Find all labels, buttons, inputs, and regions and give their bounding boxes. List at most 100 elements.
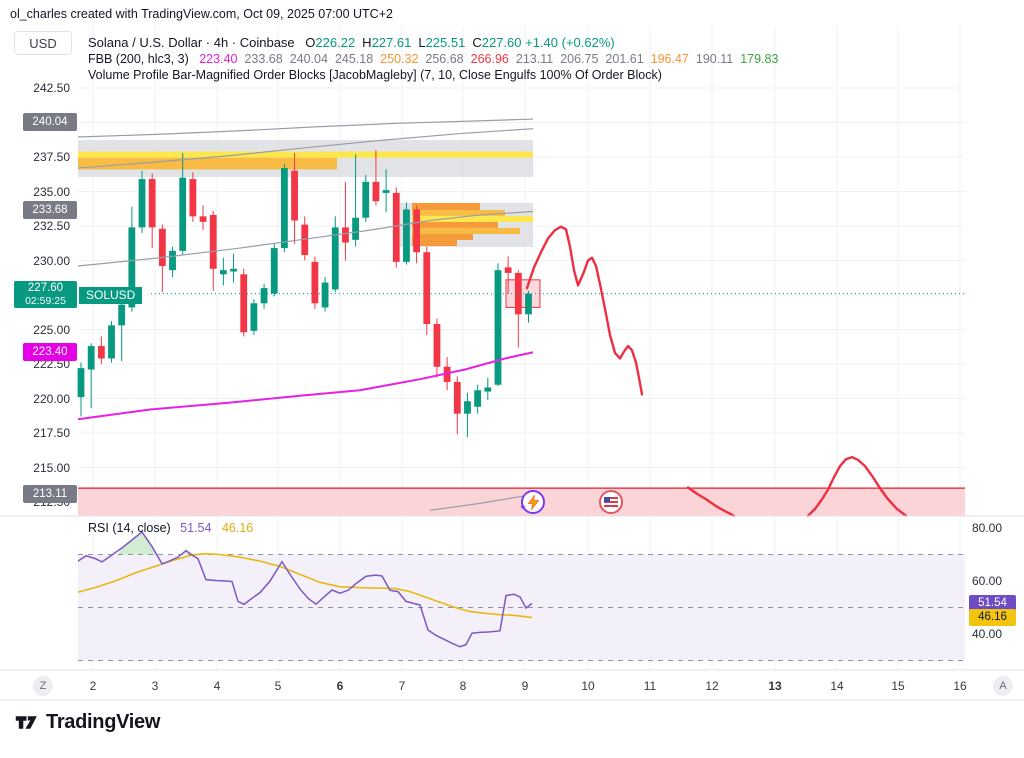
candle-body bbox=[433, 323, 441, 367]
fbb-value: 245.18 bbox=[334, 52, 374, 66]
time-tick-5: 5 bbox=[274, 679, 282, 693]
rsi-value-badge-46.16: 46.16 bbox=[969, 609, 1016, 627]
price-level-badge-240.04: 240.04 bbox=[23, 112, 77, 131]
volume-profile-bar bbox=[412, 239, 457, 247]
rsi-tick-40.00: 40.00 bbox=[972, 627, 1003, 641]
fbb-value: 250.32 bbox=[380, 52, 419, 66]
candle-body bbox=[301, 224, 309, 255]
fbb-value: 266.96 bbox=[470, 52, 509, 66]
currency-toggle-button[interactable]: USD bbox=[14, 31, 72, 55]
rsi-tick-60.00: 60.00 bbox=[972, 574, 1003, 588]
candle-body bbox=[179, 177, 187, 251]
volume-profile-bar bbox=[78, 151, 533, 158]
candle-body bbox=[97, 346, 105, 359]
rsi-overbought-fill bbox=[118, 531, 157, 555]
rsi-title: RSI bbox=[88, 521, 109, 535]
rsi-overbought-fill bbox=[182, 550, 190, 555]
flash-event-icon[interactable]: ✦ bbox=[519, 490, 545, 514]
time-tick-10: 10 bbox=[581, 679, 595, 693]
candle-body bbox=[413, 209, 421, 253]
price-tick-217.50: 217.50 bbox=[33, 426, 70, 440]
fbb-value: 190.11 bbox=[695, 52, 734, 66]
candle-body bbox=[392, 192, 400, 262]
candle-body bbox=[423, 252, 431, 324]
candle-body bbox=[321, 282, 329, 308]
price-level-badge-213.11: 213.11 bbox=[23, 484, 77, 503]
price-level-badge-223.40: 223.40 bbox=[23, 342, 77, 361]
volume-profile-bar bbox=[412, 221, 498, 228]
symbol-legend-row[interactable]: Solana / U.S. Dollar · 4h · Coinbase O22… bbox=[88, 35, 615, 50]
time-tick-16: 16 bbox=[953, 679, 967, 693]
rsi-ma-value: 46.16 bbox=[221, 521, 254, 535]
candle-body bbox=[189, 179, 197, 217]
fbb-value: 240.04 bbox=[289, 52, 328, 66]
projection-line bbox=[806, 455, 908, 517]
last-price-value: 227.60 bbox=[27, 281, 64, 294]
time-tick-2: 2 bbox=[89, 679, 97, 693]
candle-body bbox=[118, 304, 126, 326]
candle-body bbox=[128, 227, 136, 308]
tradingview-logo-text: TradingView bbox=[46, 711, 161, 733]
volume-profile-label: Volume Profile Bar-Magnified Order Block… bbox=[88, 68, 662, 82]
candle-body bbox=[240, 274, 248, 333]
solusd-price-tag: SOLUSD bbox=[79, 287, 143, 304]
candle-body bbox=[108, 325, 115, 359]
fbb-value: 179.83 bbox=[740, 52, 779, 66]
fbb-upper-mid-curve bbox=[77, 128, 534, 169]
ohlc-L: L225.51 bbox=[418, 35, 466, 50]
time-tick-4: 4 bbox=[213, 679, 221, 693]
rsi-legend-row[interactable]: RSI (14, close) 51.54 46.16 bbox=[88, 521, 253, 535]
fbb-value: 256.68 bbox=[425, 52, 464, 66]
volume-profile-bar bbox=[412, 234, 473, 240]
fbb-213.11-curve bbox=[429, 495, 526, 511]
fbb-value: 213.11 bbox=[515, 52, 554, 66]
projection-line bbox=[686, 486, 736, 517]
tradingview-logo[interactable]: TradingView bbox=[14, 710, 160, 735]
fbb-value: 196.47 bbox=[650, 52, 689, 66]
fbb-value: 233.68 bbox=[244, 52, 283, 66]
price-tick-230.00: 230.00 bbox=[33, 253, 70, 268]
volume-profile-bar bbox=[412, 202, 480, 210]
last-price-badge: 227.60 02:59:25 bbox=[14, 280, 77, 308]
candle-body bbox=[199, 216, 207, 222]
price-tick-215.00: 215.00 bbox=[33, 460, 70, 475]
time-tick-14: 14 bbox=[830, 679, 844, 693]
candle-body bbox=[331, 227, 339, 290]
volume-profile-bar bbox=[412, 227, 520, 235]
fbb-233.68-curve bbox=[77, 210, 534, 267]
fbb-value: 223.40 bbox=[199, 52, 238, 66]
tradingview-logo-icon bbox=[14, 710, 39, 735]
fbb-legend-row[interactable]: FBB (200, hlc3, 3) 223.40 233.68 240.04 245… bbox=[88, 52, 785, 66]
volume-profile-bar bbox=[412, 215, 533, 222]
us-economic-event-icon[interactable] bbox=[599, 490, 623, 514]
candle-body bbox=[504, 267, 512, 273]
rsi-value: 51.54 bbox=[180, 521, 212, 535]
volume-profile-legend-row[interactable]: Volume Profile Bar-Magnified Order Block… bbox=[88, 68, 662, 82]
volume-profile-bar bbox=[412, 209, 505, 216]
candle-body bbox=[362, 181, 370, 218]
price-tick-220.00: 220.00 bbox=[33, 391, 70, 406]
fbb-values: 223.40 233.68 240.04 245.18 250.32 256.68 266.… bbox=[199, 52, 785, 66]
rsi-line bbox=[77, 530, 533, 648]
candle-body bbox=[209, 214, 217, 269]
candle-body bbox=[158, 228, 166, 267]
candle-body bbox=[403, 209, 410, 262]
time-tick-9: 9 bbox=[521, 679, 529, 693]
change-value: +1.40 (+0.62%) bbox=[525, 35, 615, 50]
ohlc-H: H227.61 bbox=[362, 35, 412, 50]
fbb-label: FBB (200, hlc3, 3) bbox=[88, 52, 189, 66]
bar-countdown: 02:59:25 bbox=[25, 294, 66, 307]
candle-body bbox=[474, 390, 482, 407]
rsi-tick-80.00: 80.00 bbox=[972, 521, 1003, 535]
candle-body bbox=[250, 303, 258, 331]
rsi-params-text: (14, close) bbox=[112, 521, 171, 535]
time-tick-11: 11 bbox=[643, 679, 657, 693]
fbb-value: 206.75 bbox=[560, 52, 599, 66]
candle-body bbox=[372, 181, 380, 202]
ohlc-values: O226.22 H227.61 L225.51 C227.60 bbox=[298, 35, 521, 50]
time-tick-3: 3 bbox=[151, 679, 159, 693]
price-tick-235.00: 235.00 bbox=[33, 184, 70, 199]
candle-body bbox=[494, 270, 502, 385]
time-tick-6: 6 bbox=[336, 679, 344, 693]
